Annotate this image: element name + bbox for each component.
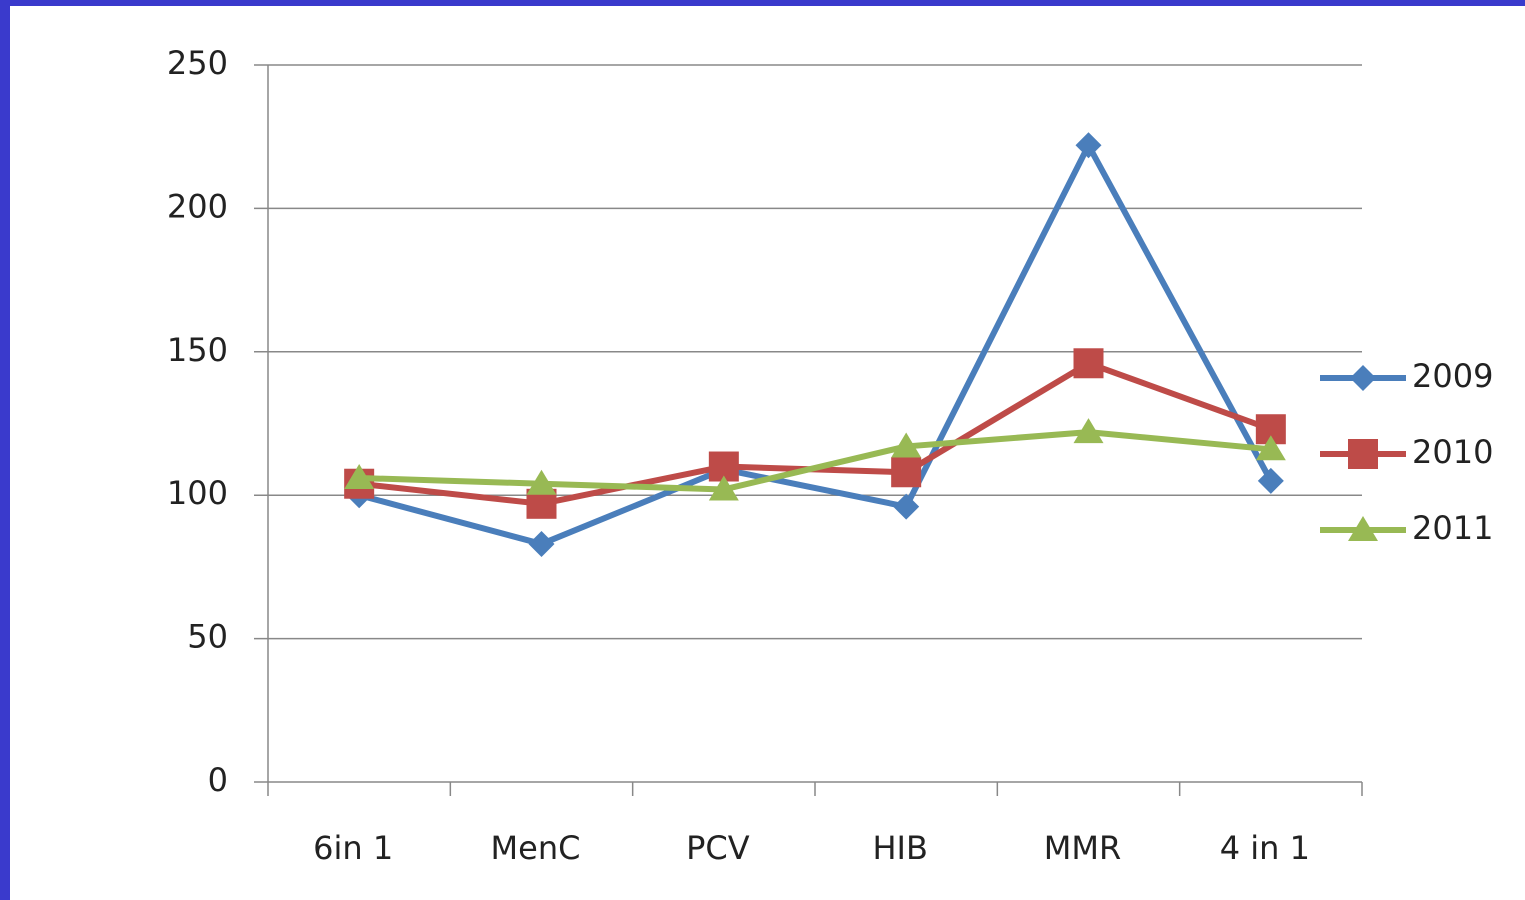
y-tick-label: 200	[167, 187, 228, 225]
marker	[1073, 348, 1104, 379]
y-tick-label: 50	[187, 618, 228, 656]
x-tick-label: HIB	[872, 829, 927, 867]
marker	[528, 530, 555, 557]
x-tick-label: PCV	[686, 829, 750, 867]
marker	[526, 469, 557, 495]
legend-label: 2010	[1412, 433, 1493, 471]
marker	[1348, 439, 1378, 469]
marker	[1257, 467, 1284, 494]
y-tick-label: 100	[167, 474, 228, 512]
x-tick-label: MenC	[491, 829, 581, 867]
marker	[1350, 365, 1376, 391]
marker	[344, 463, 375, 489]
series-line	[359, 429, 1272, 493]
x-tick-label: 6in 1	[313, 829, 393, 867]
marker	[1073, 418, 1104, 444]
marker	[708, 475, 739, 501]
legend-label: 2011	[1412, 509, 1493, 547]
x-tick-label: 4 in 1	[1220, 829, 1310, 867]
marker	[1255, 435, 1286, 461]
y-tick-label: 150	[167, 331, 228, 369]
marker	[1348, 516, 1378, 541]
marker	[891, 432, 922, 458]
series-line	[358, 142, 1274, 547]
y-tick-label: 250	[167, 44, 228, 82]
marker	[891, 457, 922, 488]
y-tick-label: 0	[208, 761, 228, 799]
marker	[893, 493, 920, 520]
legend-label: 2009	[1412, 357, 1493, 395]
x-tick-label: MMR	[1044, 829, 1121, 867]
marker	[1075, 132, 1102, 159]
